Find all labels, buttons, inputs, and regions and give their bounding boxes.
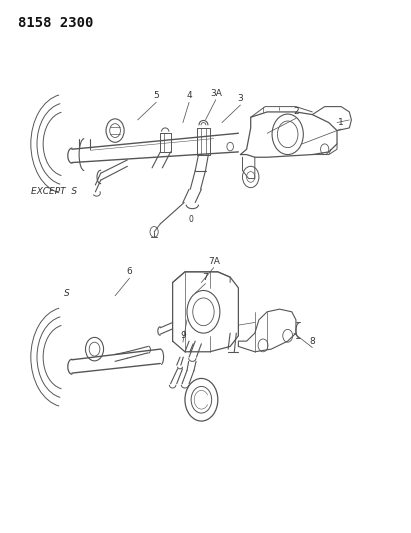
Text: 5: 5 (153, 92, 159, 100)
Text: 3A: 3A (210, 89, 222, 98)
Text: 3: 3 (238, 94, 243, 103)
Text: 7: 7 (203, 273, 208, 281)
Text: 1: 1 (338, 118, 344, 127)
Text: 9: 9 (180, 332, 186, 340)
Text: EXCEPT  S: EXCEPT S (31, 188, 77, 196)
Text: 2: 2 (293, 108, 299, 116)
Text: 4: 4 (186, 92, 192, 100)
Text: 6: 6 (127, 268, 132, 276)
Text: 7A: 7A (208, 257, 219, 265)
Text: S: S (64, 289, 69, 297)
Text: 8: 8 (309, 337, 315, 345)
Text: 0: 0 (188, 215, 193, 224)
Text: 8158 2300: 8158 2300 (18, 16, 94, 30)
